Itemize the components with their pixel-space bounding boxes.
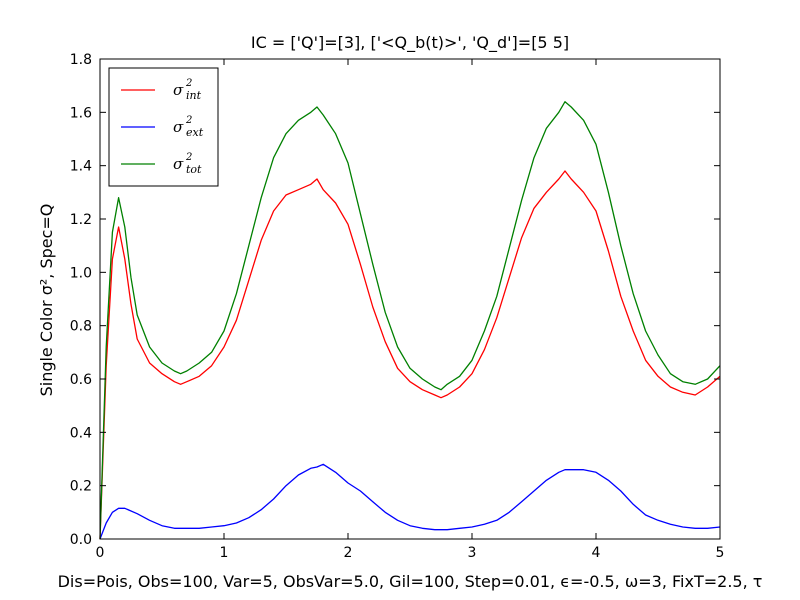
y-tick-label: 0.6	[70, 372, 92, 388]
y-tick-label: 0.4	[70, 425, 92, 441]
legend-label-ext: σ 2 ext	[173, 115, 204, 139]
x-tick-label: 2	[344, 545, 353, 561]
x-tick-label: 1	[220, 545, 229, 561]
series-layer	[99, 101, 721, 540]
chart-title: IC = ['Q']=[3], ['<Q_b(t)>', 'Q_d']=[5 5…	[251, 33, 569, 53]
y-tick-label: 0.8	[70, 319, 92, 335]
y-axis-label: Single Color σ², Spec=Q	[37, 204, 56, 397]
plot-frame	[99, 58, 721, 540]
y-tick-label: 1.0	[70, 265, 92, 281]
y-tick-label: 0.0	[70, 532, 92, 548]
y-tick-label: 1.2	[70, 212, 92, 228]
series-line-ext	[99, 463, 721, 540]
y-tick-label: 1.8	[70, 52, 92, 68]
y-tick-label: 1.6	[70, 105, 92, 121]
x-tick-label: 4	[592, 545, 601, 561]
legend-label-tot: σ 2 tot	[173, 152, 202, 176]
y-tick-label: 1.4	[70, 159, 92, 175]
x-axis-label: Dis=Pois, Obs=100, Var=5, ObsVar=5.0, Gi…	[58, 572, 763, 591]
x-tick-label: 3	[468, 545, 477, 561]
series-line-int	[99, 170, 721, 540]
legend-label-int: σ 2 int	[173, 78, 202, 102]
legend: σ 2 int σ 2 ext σ 2 tot	[108, 67, 219, 187]
y-tick-label: 0.2	[70, 479, 92, 495]
x-tick-label: 5	[716, 545, 725, 561]
series-line-tot	[99, 101, 721, 540]
x-axis-ticks: 0 1 2 3 4 5	[96, 59, 725, 561]
y-axis-ticks: 0.0 0.2 0.4 0.6 0.8 1.0 1.2 1.4 1.6 1.8	[70, 52, 720, 548]
x-tick-label: 0	[96, 545, 105, 561]
